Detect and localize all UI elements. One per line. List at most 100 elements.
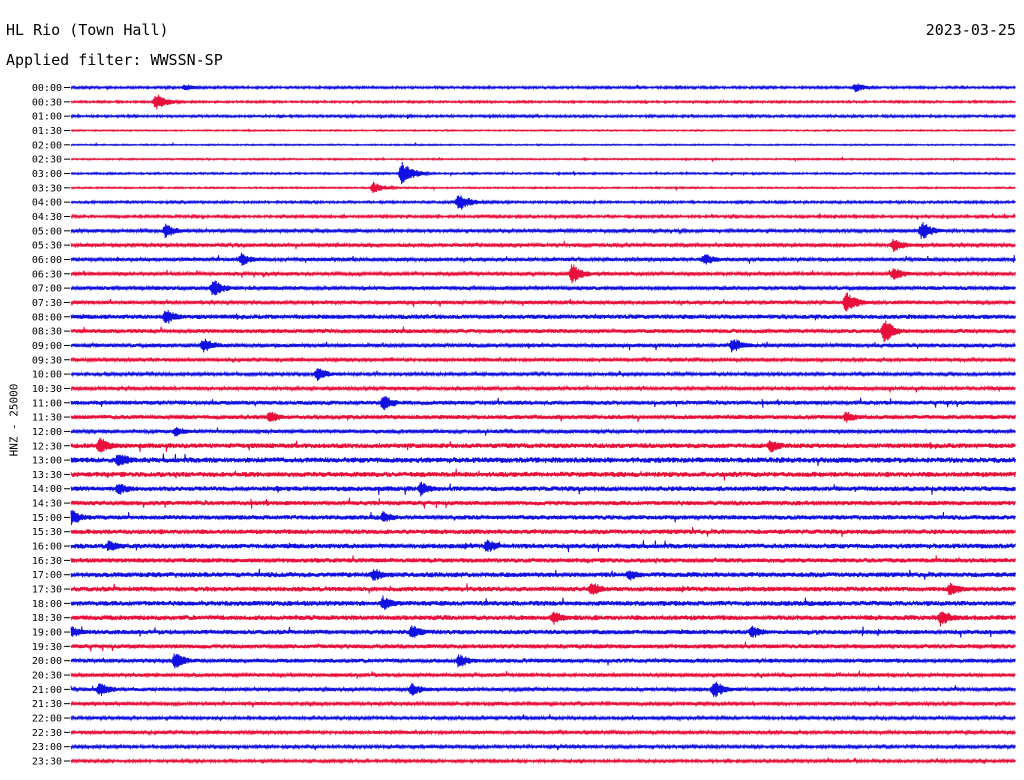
time-tick-label: 02:00: [32, 140, 62, 151]
time-tick-label: 17:00: [32, 570, 62, 581]
time-tick-label: 14:00: [32, 484, 62, 495]
time-tick-label: 18:30: [32, 613, 62, 624]
waveform-trace: [70, 264, 1016, 284]
waveform-trace: [70, 526, 1016, 538]
time-tick-label: 16:00: [32, 542, 62, 553]
station-title: HL Rio (Town Hall): [6, 21, 169, 39]
time-tick-label: 02:30: [32, 155, 62, 166]
waveform-trace: [70, 481, 1016, 497]
waveform-trace: [70, 539, 1016, 553]
time-tick-label: 12:30: [32, 441, 62, 452]
time-tick-label: 01:00: [32, 112, 62, 123]
waveform-trace: [70, 595, 1016, 611]
time-tick-label: 19:00: [32, 628, 62, 639]
waveform-trace: [70, 743, 1016, 751]
time-tick-label: 10:30: [32, 384, 62, 395]
time-tick-label: 13:30: [32, 470, 62, 481]
waveform-trace: [70, 396, 1016, 411]
time-tick-label: 20:00: [32, 656, 62, 667]
time-tick-label: 04:00: [32, 198, 62, 209]
time-tick-label: 08:30: [32, 327, 62, 338]
waveform-trace: [70, 128, 1016, 133]
waveform-trace: [70, 700, 1016, 708]
time-tick-label: 09:30: [32, 355, 62, 366]
waveform-trace: [70, 252, 1016, 266]
waveform-trace: [70, 338, 1016, 353]
waveform-trace: [70, 555, 1016, 564]
time-tick-label: 03:00: [32, 169, 62, 180]
waveform-trace: [70, 320, 1016, 343]
waveform-trace: [70, 582, 1016, 596]
waveform-trace: [70, 714, 1016, 722]
time-tick-label: 08:00: [32, 312, 62, 323]
waveform-trace: [70, 653, 1016, 669]
waveform-trace: [70, 568, 1016, 581]
time-tick-label: 00:30: [32, 97, 62, 108]
time-tick-label: 03:30: [32, 183, 62, 194]
time-tick-label: 05:00: [32, 226, 62, 237]
waveform-trace: [70, 222, 1016, 239]
time-tick-label: 11:30: [32, 413, 62, 424]
waveform-trace: [70, 94, 1016, 110]
time-tick-label: 06:30: [32, 269, 62, 280]
waveform-trace: [70, 453, 1016, 467]
waveform-trace: [70, 411, 1016, 423]
time-tick-label: 06:00: [32, 255, 62, 266]
date-label: 2023-03-25: [925, 21, 1016, 39]
waveform-trace: [70, 238, 1016, 252]
time-tick-label: 12:00: [32, 427, 62, 438]
time-tick-label: 22:30: [32, 728, 62, 739]
waveform-trace: [70, 641, 1016, 652]
time-tick-label: 21:00: [32, 685, 62, 696]
waveform-trace: [70, 468, 1016, 481]
waveform-trace: [70, 113, 1016, 120]
time-tick-label: 13:00: [32, 456, 62, 467]
time-tick-label: 04:30: [32, 212, 62, 223]
time-tick-label: 15:30: [32, 527, 62, 538]
waveform-trace: [70, 427, 1016, 437]
time-tick-label: 16:30: [32, 556, 62, 567]
waveform-trace: [70, 356, 1016, 364]
time-tick-label: 21:30: [32, 699, 62, 710]
waveform-trace: [70, 181, 1016, 193]
time-tick-label: 07:30: [32, 298, 62, 309]
waveform-trace: [70, 83, 1016, 93]
filter-label: Applied filter: WWSSN-SP: [6, 51, 223, 69]
waveform-trace: [70, 728, 1016, 736]
waveform-trace: [70, 670, 1016, 679]
time-tick-label: 23:30: [32, 757, 62, 768]
waveform-trace: [70, 757, 1016, 765]
waveform-trace: [70, 368, 1016, 381]
waveform-trace: [70, 292, 1016, 312]
waveform-trace: [70, 309, 1016, 324]
waveform-trace: [70, 384, 1016, 393]
time-tick-label: 09:00: [32, 341, 62, 352]
waveform-trace: [70, 497, 1016, 509]
time-tick-label: 05:30: [32, 241, 62, 252]
time-tick-label: 20:30: [32, 671, 62, 682]
time-tick-label: 14:30: [32, 499, 62, 510]
time-tick-label: 01:30: [32, 126, 62, 137]
waveform-trace: [70, 195, 1016, 210]
waveform-trace: [70, 509, 1016, 526]
waveform-trace: [70, 155, 1016, 163]
time-tick-label: 19:30: [32, 642, 62, 653]
time-tick-label: 07:00: [32, 284, 62, 295]
time-tick-label: 15:00: [32, 513, 62, 524]
time-tick-label: 17:30: [32, 585, 62, 596]
time-tick-label: 00:00: [32, 83, 62, 94]
waveform-trace: [70, 681, 1016, 698]
waveform-trace: [70, 280, 1016, 296]
time-tick-label: 11:00: [32, 398, 62, 409]
time-tick-label: 23:00: [32, 742, 62, 753]
time-tick-label: 22:00: [32, 714, 62, 725]
waveform-trace: [70, 141, 1016, 147]
waveform-trace: [70, 611, 1016, 627]
waveform-trace: [70, 161, 1016, 185]
time-tick-label: 10:00: [32, 370, 62, 381]
waveform-trace: [70, 437, 1016, 453]
waveform-trace: [70, 212, 1016, 220]
time-tick-label: 18:00: [32, 599, 62, 610]
waveform-trace: [70, 625, 1016, 638]
